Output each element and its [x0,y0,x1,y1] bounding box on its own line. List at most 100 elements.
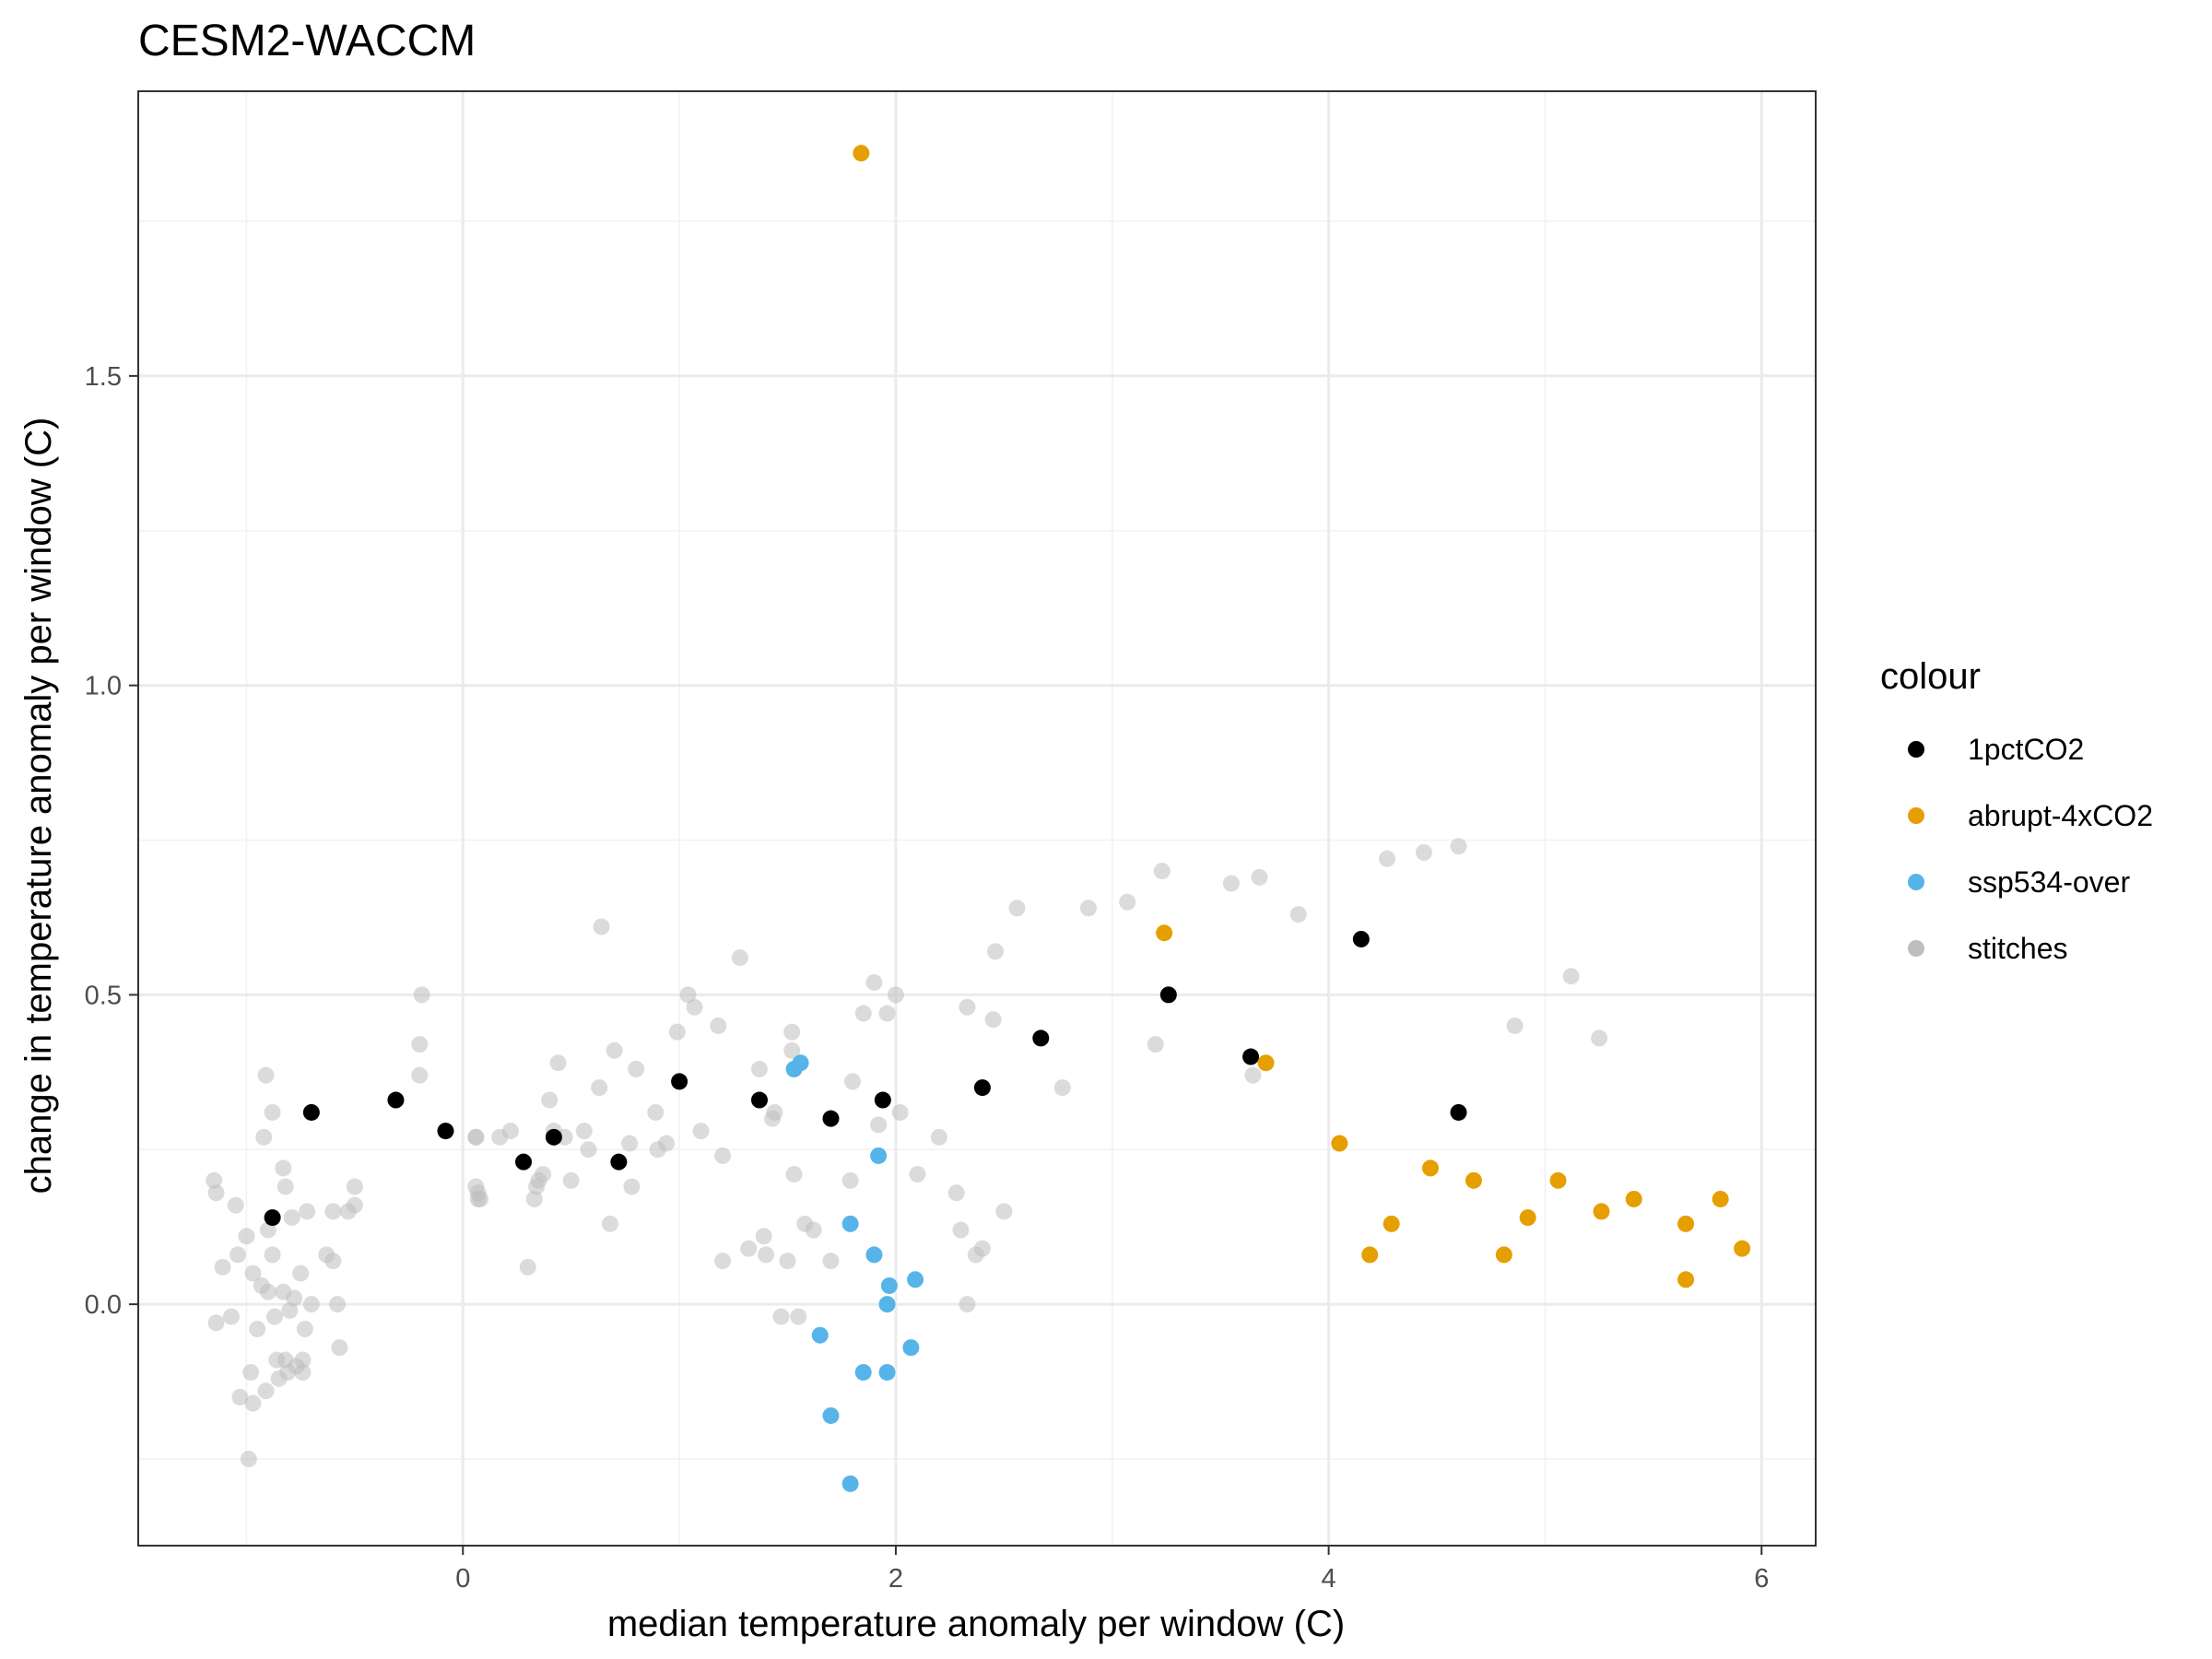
point-stitches [283,1209,300,1227]
point-stitches [535,1166,552,1183]
point-1pctco2 [515,1153,533,1171]
point-stitches [758,1246,775,1264]
point-1pctco2 [1242,1048,1260,1065]
point-stitches [1222,875,1240,892]
plot-panel: 0 2 4 6 0.0 0.5 1.0 1.5 [85,90,1817,1594]
point-stitches [841,1171,859,1189]
point-stitches [909,1166,926,1183]
point-1pctco2 [750,1091,768,1109]
point-ssp534-over [792,1054,809,1072]
point-stitches [331,1339,348,1357]
point-stitches [346,1196,363,1214]
point-stitches [790,1308,807,1325]
point-ssp534-over [865,1246,883,1264]
point-stitches [710,1017,727,1034]
point-ssp534-over [822,1406,840,1424]
point-stitches [1053,1079,1071,1097]
point-abrupt-4xco2 [1549,1171,1567,1189]
point-ssp534-over [841,1215,859,1232]
point-stitches [231,1388,249,1406]
point-stitches [1562,968,1580,985]
point-1pctco2 [671,1073,688,1090]
chart-title: CESM2-WACCM [138,17,476,65]
point-stitches [264,1246,281,1264]
point-1pctco2 [822,1110,840,1127]
point-stitches [255,1128,273,1146]
point-abrupt-4xco2 [1495,1246,1512,1264]
point-stitches [1289,906,1307,924]
point-stitches [324,1253,342,1270]
point-stitches [525,1190,543,1207]
point-1pctco2 [264,1209,281,1227]
point-ssp534-over [878,1363,896,1381]
point-stitches [580,1141,597,1159]
point-stitches [865,973,883,991]
point-ssp534-over [878,1296,896,1313]
point-stitches [413,986,430,1004]
point-stitches [1415,843,1432,861]
point-abrupt-4xco2 [1156,924,1173,942]
x-tick-label: 2 [888,1564,903,1594]
point-stitches [411,1036,429,1053]
point-stitches [207,1314,225,1332]
point-stitches [575,1123,593,1140]
point-stitches [501,1123,519,1140]
point-stitches [686,998,703,1016]
point-stitches [959,1296,976,1313]
point-stitches [206,1171,223,1189]
point-stitches [995,1203,1013,1220]
point-stitches [207,1184,225,1202]
point-abrupt-4xco2 [1734,1240,1751,1257]
point-stitches [1450,838,1467,855]
point-ssp534-over [811,1326,829,1344]
x-axis-title: median temperature anomaly per window (C… [607,1604,1345,1644]
point-stitches [294,1363,312,1381]
x-tick-label: 0 [455,1564,470,1594]
point-stitches [783,1023,801,1041]
point-stitches [229,1246,247,1264]
point-ssp534-over [907,1271,924,1288]
y-tick-label: 0.5 [85,981,122,1010]
point-stitches [947,1184,965,1202]
point-stitches [242,1363,260,1381]
point-ssp534-over [841,1475,859,1492]
point-stitches [244,1394,262,1412]
point-stitches [1008,900,1026,917]
point-stitches [891,1103,909,1121]
point-stitches [519,1258,536,1276]
point-stitches [647,1103,665,1121]
legend-title: colour [1880,656,1981,697]
point-stitches [1506,1017,1524,1034]
x-tick-label: 4 [1322,1564,1336,1594]
point-stitches [257,1382,275,1400]
point-stitches [1119,893,1136,911]
point-stitches [302,1296,320,1313]
point-stitches [562,1171,580,1189]
point-stitches [658,1135,676,1152]
point-stitches [227,1196,244,1214]
point-stitches [621,1135,639,1152]
point-stitches [472,1190,489,1207]
point-stitches [623,1178,641,1195]
point-stitches [930,1128,947,1146]
point-stitches [275,1159,292,1177]
point-stitches [214,1258,231,1276]
legend: colour 1pctCO2 abrupt-4xCO2 ssp534-over sti… [1880,656,2153,965]
panel-border [137,90,1817,1547]
point-stitches [986,943,1004,960]
point-1pctco2 [874,1091,891,1109]
legend-key [1908,940,1924,957]
point-stitches [1079,900,1097,917]
point-stitches [772,1308,790,1325]
point-ssp534-over [870,1147,888,1164]
point-stitches [755,1228,772,1245]
point-ssp534-over [854,1363,872,1381]
legend-key [1908,807,1924,824]
point-stitches [244,1265,262,1282]
point-stitches [779,1253,796,1270]
y-tick-label: 0.0 [85,1290,122,1320]
point-ssp534-over [902,1339,920,1357]
point-stitches [1251,868,1268,886]
point-1pctco2 [302,1103,320,1121]
